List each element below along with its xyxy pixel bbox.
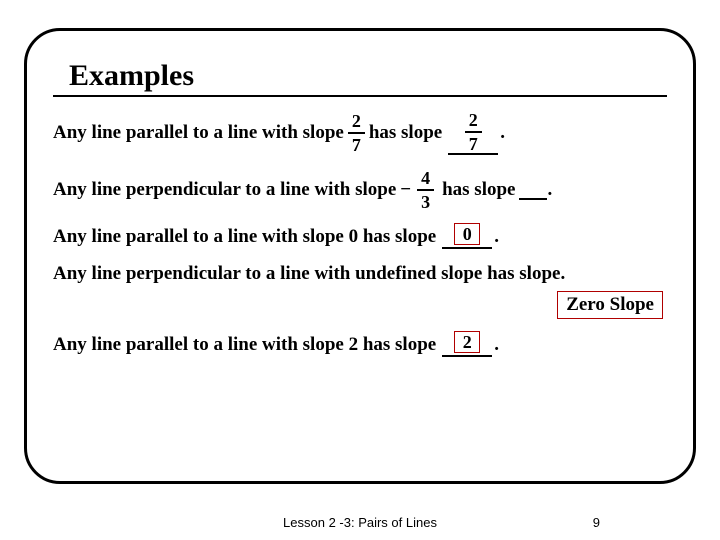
title-underline — [53, 95, 667, 97]
text: Any line parallel to a line with slope 2… — [53, 334, 436, 356]
example-line-4: Any line perpendicular to a line with un… — [53, 263, 667, 285]
text: . — [494, 334, 499, 356]
text: has slope — [442, 179, 515, 201]
text: Any line parallel to a line with slope — [53, 122, 344, 144]
example-line-3: Any line parallel to a line with slope 0… — [53, 225, 667, 249]
footer-lesson: Lesson 2 -3: Pairs of Lines — [0, 515, 720, 530]
answer-row-zero-slope: Zero Slope — [53, 291, 667, 319]
text: Any line perpendicular to a line with sl… — [53, 179, 396, 201]
answer-box-2: 2 — [454, 331, 480, 353]
fraction-2-7: 2 7 — [348, 112, 365, 154]
answer-box-0: 0 — [454, 223, 480, 245]
answer-blank-2 — [519, 181, 547, 200]
title-block: Examples — [53, 59, 667, 97]
answer-box-zero-slope: Zero Slope — [557, 291, 663, 319]
answer-blank-3: 0 — [442, 225, 492, 249]
neg-fraction-4-3: − 4 3 — [400, 169, 438, 211]
example-line-2: Any line perpendicular to a line with sl… — [53, 169, 667, 211]
minus-icon: − — [400, 179, 411, 201]
answer-blank-5: 2 — [442, 333, 492, 357]
text: Any line perpendicular to a line with un… — [53, 263, 565, 284]
example-line-5: Any line parallel to a line with slope 2… — [53, 333, 667, 357]
text: has slope — [369, 122, 442, 144]
slide-frame: Examples Any line parallel to a line wit… — [24, 28, 696, 484]
slide-title: Examples — [53, 59, 667, 95]
answer-fraction-2-7: 2 7 — [465, 111, 482, 153]
fraction-4-3: 4 3 — [417, 169, 434, 211]
example-line-1: Any line parallel to a line with slope 2… — [53, 111, 667, 155]
answer-blank-1: 2 7 — [448, 111, 498, 155]
text: . — [547, 179, 552, 201]
text: Any line parallel to a line with slope 0… — [53, 226, 436, 248]
text: . — [500, 122, 505, 144]
page-number: 9 — [593, 515, 600, 530]
text: . — [494, 226, 499, 248]
